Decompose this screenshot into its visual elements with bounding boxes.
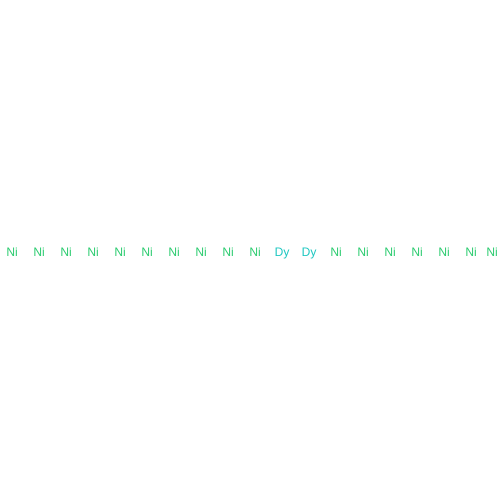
atom-label-2: Ni (60, 246, 71, 258)
atom-label-16: Ni (438, 246, 449, 258)
atom-label-10: Dy (275, 246, 290, 258)
structure-canvas: Ni Ni Ni Ni Ni Ni Ni Ni Ni Ni Dy Dy Ni Ni Ni Ni Ni Ni Ni (0, 0, 500, 500)
atom-label-0: Ni (6, 246, 17, 258)
atom-label-14: Ni (384, 246, 395, 258)
atom-label-5: Ni (141, 246, 152, 258)
atom-label-17: Ni (465, 246, 476, 258)
atom-label-7: Ni (195, 246, 206, 258)
atom-label-18: Ni (486, 246, 497, 258)
atom-label-15: Ni (411, 246, 422, 258)
atom-label-4: Ni (114, 246, 125, 258)
atom-label-6: Ni (168, 246, 179, 258)
atom-label-11: Dy (302, 246, 317, 258)
atom-label-1: Ni (33, 246, 44, 258)
atom-label-8: Ni (222, 246, 233, 258)
atom-label-13: Ni (357, 246, 368, 258)
atom-label-3: Ni (87, 246, 98, 258)
atom-label-12: Ni (330, 246, 341, 258)
atom-label-9: Ni (249, 246, 260, 258)
